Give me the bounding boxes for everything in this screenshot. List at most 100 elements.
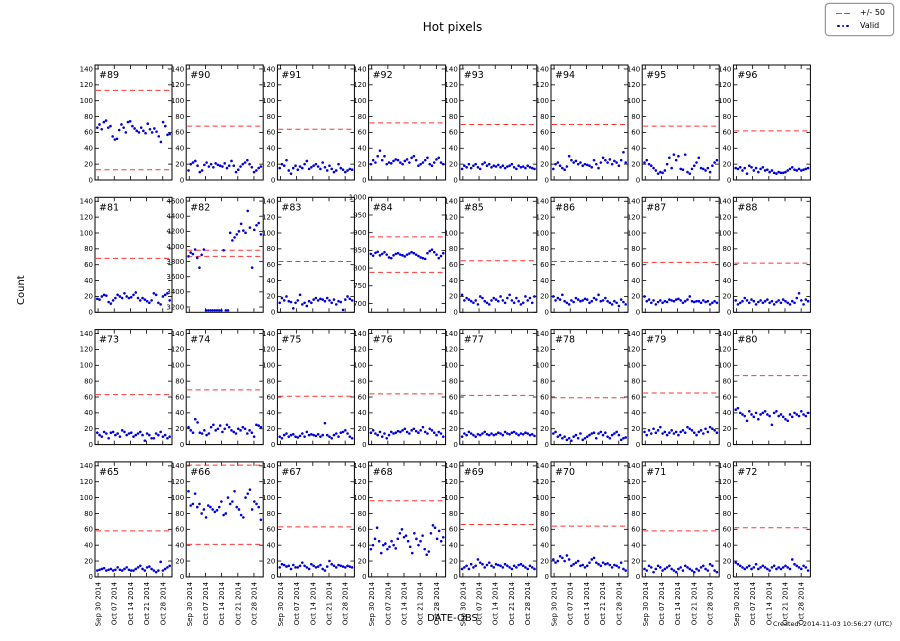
data-point xyxy=(222,513,225,517)
data-point xyxy=(350,436,354,440)
subplot-label: #95 xyxy=(646,70,666,81)
data-point xyxy=(294,164,297,168)
data-point xyxy=(289,567,293,571)
data-point xyxy=(533,567,536,571)
data-point xyxy=(643,430,646,434)
data-point xyxy=(695,161,698,164)
data-point xyxy=(561,166,564,170)
y-tick-label: 40 xyxy=(631,277,640,285)
data-point xyxy=(301,432,304,435)
data-point xyxy=(510,567,514,571)
data-point xyxy=(490,432,493,435)
data-point xyxy=(439,161,443,164)
data-point xyxy=(348,297,352,301)
data-point xyxy=(386,547,389,551)
data-point xyxy=(781,298,785,301)
data-point xyxy=(319,167,322,171)
data-point xyxy=(107,300,110,304)
data-point xyxy=(679,430,682,434)
y-tick-label: 60 xyxy=(175,393,184,401)
data-point xyxy=(604,562,607,566)
data-point xyxy=(478,295,482,298)
data-point xyxy=(325,565,329,568)
data-point xyxy=(380,158,384,162)
data-point xyxy=(187,169,190,172)
data-point xyxy=(599,564,603,568)
data-point xyxy=(285,565,288,568)
data-point xyxy=(189,429,193,432)
data-point xyxy=(654,567,658,571)
data-point xyxy=(432,431,436,435)
data-point xyxy=(585,298,589,301)
y-tick-label: 60 xyxy=(449,526,458,534)
data-point xyxy=(688,427,692,431)
data-point xyxy=(428,162,432,166)
data-point xyxy=(159,140,163,144)
data-point xyxy=(797,566,801,569)
data-point xyxy=(775,300,778,304)
data-point xyxy=(690,429,694,432)
data-point xyxy=(508,164,511,168)
data-point xyxy=(679,566,682,569)
data-point xyxy=(96,569,99,572)
data-point xyxy=(485,301,489,305)
data-point xyxy=(278,166,282,170)
data-point xyxy=(117,128,121,132)
data-point xyxy=(305,566,309,569)
y-tick-label: 0 xyxy=(453,441,457,449)
data-point xyxy=(319,435,322,438)
data-point xyxy=(394,547,398,550)
data-point xyxy=(168,132,171,136)
data-point xyxy=(793,168,796,171)
data-point xyxy=(255,502,258,506)
y-tick-label: 20 xyxy=(266,160,275,168)
data-point xyxy=(195,505,199,509)
y-tick-label: 80 xyxy=(358,113,367,121)
data-point xyxy=(594,436,598,440)
data-point xyxy=(150,299,153,302)
data-point xyxy=(608,563,612,567)
data-point xyxy=(613,299,616,303)
y-tick-label: 140 xyxy=(718,462,731,470)
data-point xyxy=(316,432,320,436)
data-point xyxy=(228,502,232,506)
data-point xyxy=(296,168,300,171)
data-point xyxy=(215,309,219,312)
data-point xyxy=(592,556,596,560)
data-point xyxy=(321,433,324,437)
data-point xyxy=(412,154,416,158)
data-point xyxy=(770,169,774,172)
data-point xyxy=(588,301,591,305)
subplot-70: 0 20 40 60 80 100 120 140 Sep 30 2014 Oct 07 2014… xyxy=(536,461,629,626)
data-point xyxy=(654,303,658,306)
data-point xyxy=(741,299,744,303)
data-point xyxy=(478,433,482,437)
data-point xyxy=(506,296,509,300)
data-point xyxy=(526,567,530,571)
data-point xyxy=(104,119,108,122)
data-point xyxy=(230,159,233,163)
data-point xyxy=(166,133,169,137)
data-point xyxy=(105,294,108,297)
data-point xyxy=(387,433,391,437)
y-tick-label: 100 xyxy=(262,494,275,502)
axes-box xyxy=(732,329,811,446)
y-tick-label: 100 xyxy=(627,494,640,502)
data-point xyxy=(492,164,496,168)
y-tick-label: 80 xyxy=(449,377,458,385)
data-point xyxy=(487,561,491,564)
y-tick-label: 0 xyxy=(545,441,549,449)
data-point xyxy=(325,296,329,300)
data-point xyxy=(670,567,673,571)
y-tick-label: 4600 xyxy=(166,197,184,205)
data-point xyxy=(494,432,498,436)
data-point xyxy=(747,409,751,413)
y-tick-label: 40 xyxy=(358,541,367,549)
data-point xyxy=(301,166,304,170)
data-point xyxy=(153,127,156,130)
data-point xyxy=(211,508,214,511)
data-point xyxy=(341,168,345,171)
data-point xyxy=(350,168,354,171)
data-point xyxy=(321,298,324,301)
subplot-label: #89 xyxy=(99,70,119,81)
